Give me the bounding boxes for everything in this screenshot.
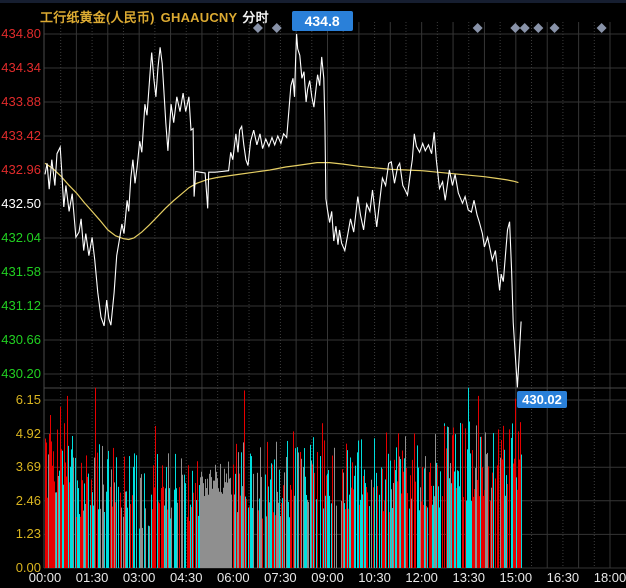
time-tick-label: 16:30 (546, 570, 580, 585)
price-tick-label: 433.42 (1, 128, 41, 143)
event-diamond-icon (510, 23, 521, 33)
price-tick-label: 430.66 (1, 332, 41, 347)
ma-line (44, 162, 519, 241)
time-tick-label: 04:30 (169, 570, 203, 585)
event-diamond-icon (472, 23, 483, 33)
volume-tick-label: 2.46 (15, 492, 41, 508)
title-symbol: GHAAUCNY (160, 10, 238, 25)
price-tick-label: 432.96 (1, 162, 41, 177)
time-tick-label: 10:30 (358, 570, 391, 585)
event-diamond-icon (533, 23, 544, 33)
price-tick-label: 434.80 (1, 26, 41, 41)
price-line (44, 33, 522, 388)
price-tick-label: 432.50 (1, 196, 41, 211)
volume-tick-label: 3.69 (15, 459, 41, 475)
price-tick-label: 430.20 (1, 366, 41, 381)
volume-tick-label: 6.15 (15, 392, 41, 407)
time-tick-label: 13:30 (452, 570, 486, 585)
volume-tick-label: 4.92 (15, 425, 41, 441)
high-price-badge: 434.8 (291, 11, 353, 31)
event-diamond-icon (596, 23, 607, 33)
time-tick-label: 03:00 (122, 570, 156, 585)
time-tick-label: 15:00 (499, 570, 533, 585)
time-tick-label: 07:30 (264, 570, 297, 585)
price-tick-label: 431.58 (1, 264, 41, 279)
time-tick-label: 01:30 (75, 570, 109, 585)
time-tick-label: 18:00 (593, 570, 626, 585)
low-price-badge: 430.02 (517, 391, 567, 408)
time-tick-label: 06:00 (217, 570, 250, 585)
chart-title: 工行纸黄金(人民币) GHAAUCNY 分时 (40, 7, 269, 26)
event-diamond-icon (252, 23, 263, 33)
title-instrument: 工行纸黄金(人民币) (40, 10, 155, 25)
price-tick-label: 431.12 (1, 298, 41, 313)
price-tick-label: 432.04 (1, 230, 41, 245)
price-tick-label: 434.34 (1, 60, 41, 75)
volume-tick-label: 1.23 (15, 526, 41, 542)
volume-bars (45, 387, 522, 568)
event-diamond-icon (271, 23, 282, 33)
time-tick-label: 09:00 (311, 570, 344, 585)
event-diamond-icon (519, 23, 530, 33)
event-diamond-icon (549, 23, 560, 33)
top-strip (0, 0, 626, 3)
title-mode-tab[interactable]: 分时 (242, 10, 269, 25)
price-tick-label: 433.88 (1, 94, 41, 109)
event-markers[interactable] (252, 23, 607, 33)
time-tick-label: 12:00 (405, 570, 438, 585)
time-tick-label: 00:00 (28, 570, 62, 585)
volume-tick-label: 0.00 (15, 560, 41, 575)
